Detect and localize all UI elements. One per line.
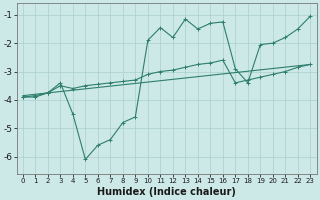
X-axis label: Humidex (Indice chaleur): Humidex (Indice chaleur)	[97, 187, 236, 197]
